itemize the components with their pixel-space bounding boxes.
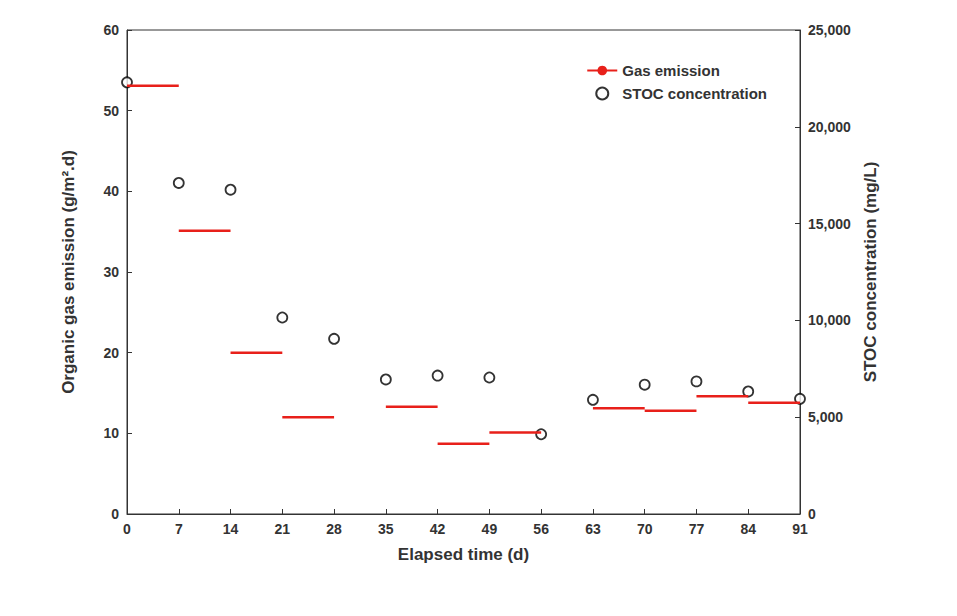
- svg-text:Organic gas emission (g/m².d): Organic gas emission (g/m².d): [59, 150, 78, 394]
- svg-text:20,000: 20,000: [808, 119, 851, 135]
- svg-text:70: 70: [637, 521, 653, 537]
- svg-text:STOC concentration: STOC concentration: [622, 85, 767, 102]
- svg-text:7: 7: [175, 521, 183, 537]
- svg-text:42: 42: [430, 521, 446, 537]
- svg-text:10,000: 10,000: [808, 312, 851, 328]
- svg-text:20: 20: [103, 345, 119, 361]
- svg-text:14: 14: [223, 521, 239, 537]
- svg-text:35: 35: [378, 521, 394, 537]
- svg-text:Gas emission: Gas emission: [622, 62, 720, 79]
- svg-text:15,000: 15,000: [808, 216, 851, 232]
- svg-text:5,000: 5,000: [808, 409, 843, 425]
- svg-text:84: 84: [740, 521, 756, 537]
- svg-text:0: 0: [808, 506, 816, 522]
- svg-text:21: 21: [275, 521, 291, 537]
- svg-text:25,000: 25,000: [808, 22, 851, 38]
- svg-text:77: 77: [689, 521, 705, 537]
- svg-text:0: 0: [111, 506, 119, 522]
- svg-text:40: 40: [103, 183, 119, 199]
- svg-text:28: 28: [326, 521, 342, 537]
- svg-text:50: 50: [103, 103, 119, 119]
- svg-text:49: 49: [482, 521, 498, 537]
- svg-text:30: 30: [103, 264, 119, 280]
- svg-text:91: 91: [792, 521, 808, 537]
- svg-text:0: 0: [123, 521, 131, 537]
- svg-text:10: 10: [103, 425, 119, 441]
- svg-text:Elapsed time (d): Elapsed time (d): [398, 545, 529, 564]
- svg-text:60: 60: [103, 22, 119, 38]
- svg-text:56: 56: [533, 521, 549, 537]
- svg-text:STOC concentration (mg/L): STOC concentration (mg/L): [861, 162, 880, 383]
- svg-text:63: 63: [585, 521, 601, 537]
